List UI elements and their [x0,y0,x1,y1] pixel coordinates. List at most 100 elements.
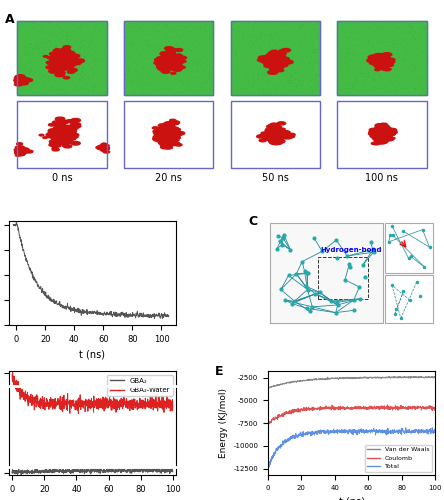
Point [40,45,47,53]
Bar [337,22,427,95]
Point [233,35,240,43]
Point [247,82,254,90]
Circle shape [49,66,59,70]
Point [186,54,193,62]
Point [129,20,136,28]
Point [392,42,399,50]
Point [151,48,158,56]
Point [372,76,379,84]
Point [233,64,240,72]
Circle shape [58,132,66,135]
Circle shape [61,68,67,70]
Point [312,48,319,56]
Point [209,50,216,58]
Point [393,49,400,57]
Point [60,66,67,74]
Point [256,86,263,94]
Circle shape [168,62,176,66]
Circle shape [61,130,71,134]
Bar [124,22,214,95]
Point [256,35,263,43]
Circle shape [266,63,276,66]
Circle shape [66,137,75,140]
Circle shape [269,134,278,138]
Point [270,86,277,94]
Point [353,87,360,95]
Point [397,20,404,28]
Circle shape [273,142,279,145]
Circle shape [158,138,164,141]
Point [370,69,377,77]
Point [88,28,95,36]
Point [248,52,255,60]
Circle shape [170,131,179,134]
Point [101,60,108,68]
Circle shape [378,60,384,62]
Point [267,29,274,37]
Point [167,52,174,60]
Point [30,63,37,71]
Circle shape [262,136,270,139]
Point [337,20,345,28]
Point [126,68,133,76]
Point [38,87,45,95]
Circle shape [168,131,178,134]
Point [194,56,201,64]
Point [372,20,379,28]
Point [20,44,27,52]
Circle shape [52,135,62,138]
Circle shape [60,66,66,68]
Point [347,82,354,90]
Point [260,38,267,46]
Point [87,78,94,86]
Circle shape [275,61,280,63]
Point [309,64,316,72]
Circle shape [176,65,182,68]
Circle shape [60,66,66,68]
Point [174,59,182,67]
Circle shape [275,134,280,136]
Point [227,62,234,70]
Point [349,85,356,93]
Point [264,52,271,60]
Circle shape [173,136,180,138]
Circle shape [274,60,280,62]
Point [40,66,47,74]
Circle shape [271,126,280,130]
Circle shape [272,60,281,62]
Point [245,38,252,46]
Circle shape [164,132,171,134]
Point [91,25,98,33]
Circle shape [169,68,174,70]
Circle shape [380,132,387,134]
Text: 0 ns: 0 ns [52,173,72,183]
Point [314,18,321,26]
Point [394,24,401,32]
Point [402,25,409,33]
Circle shape [103,150,110,153]
Point [343,62,350,70]
Point [313,72,320,80]
Circle shape [265,136,272,139]
Point [16,66,24,74]
Circle shape [60,138,69,142]
Point [317,61,324,69]
Circle shape [66,63,71,65]
Circle shape [51,136,61,139]
Point [57,34,64,42]
Point [40,78,47,86]
Text: C: C [248,215,257,228]
Circle shape [56,128,64,132]
Circle shape [376,129,382,132]
Point [64,46,71,54]
Point [139,79,146,87]
Point [55,82,62,90]
Point [244,77,251,85]
Point [32,88,40,96]
Circle shape [162,128,167,130]
Point [254,70,262,78]
Point [26,70,33,78]
Point [389,42,396,50]
Circle shape [56,136,61,138]
Circle shape [375,134,381,136]
